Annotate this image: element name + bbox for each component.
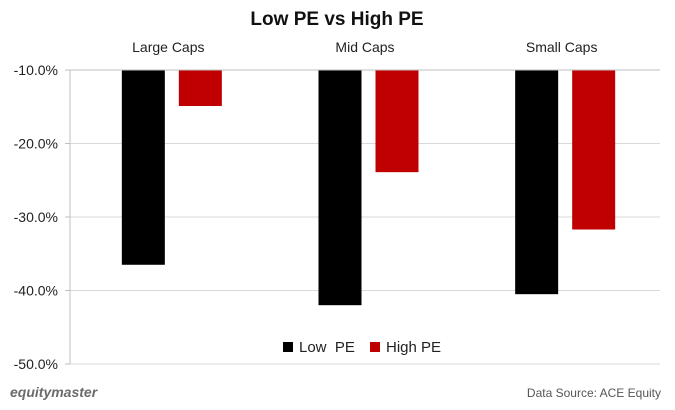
bars xyxy=(121,70,616,306)
bar-mid-caps-series-0 xyxy=(318,70,362,306)
bar-mid-caps-series-1 xyxy=(375,70,419,173)
y-tick-label: -40.0% xyxy=(14,283,58,299)
legend: Low PE High PE xyxy=(283,339,441,356)
bar-small-caps-series-0 xyxy=(515,70,559,295)
legend-swatch-1 xyxy=(370,342,380,352)
legend-swatch-0 xyxy=(283,342,293,352)
category-label: Mid Caps xyxy=(335,39,394,55)
bar-small-caps-series-1 xyxy=(572,70,616,230)
gridlines xyxy=(70,143,660,365)
y-tick-label: -20.0% xyxy=(14,136,58,152)
legend-label-0: Low PE xyxy=(299,339,355,356)
axes: -10.0% -20.0% -30.0% -40.0% -50.0% Large Caps… xyxy=(14,39,660,372)
category-label: Small Caps xyxy=(526,39,598,55)
y-tick-label: -10.0% xyxy=(14,62,58,78)
bar-large-caps-series-1 xyxy=(178,70,222,107)
brand-logo: equitymaster xyxy=(10,384,98,400)
y-tick-label: -30.0% xyxy=(14,209,58,225)
chart-title: Low PE vs High PE xyxy=(250,9,423,30)
data-source: Data Source: ACE Equity xyxy=(526,386,661,400)
y-tick-label: -50.0% xyxy=(14,356,58,372)
category-label: Large Caps xyxy=(132,39,204,55)
bar-large-caps-series-0 xyxy=(121,70,165,265)
legend-label-1: High PE xyxy=(386,339,441,356)
